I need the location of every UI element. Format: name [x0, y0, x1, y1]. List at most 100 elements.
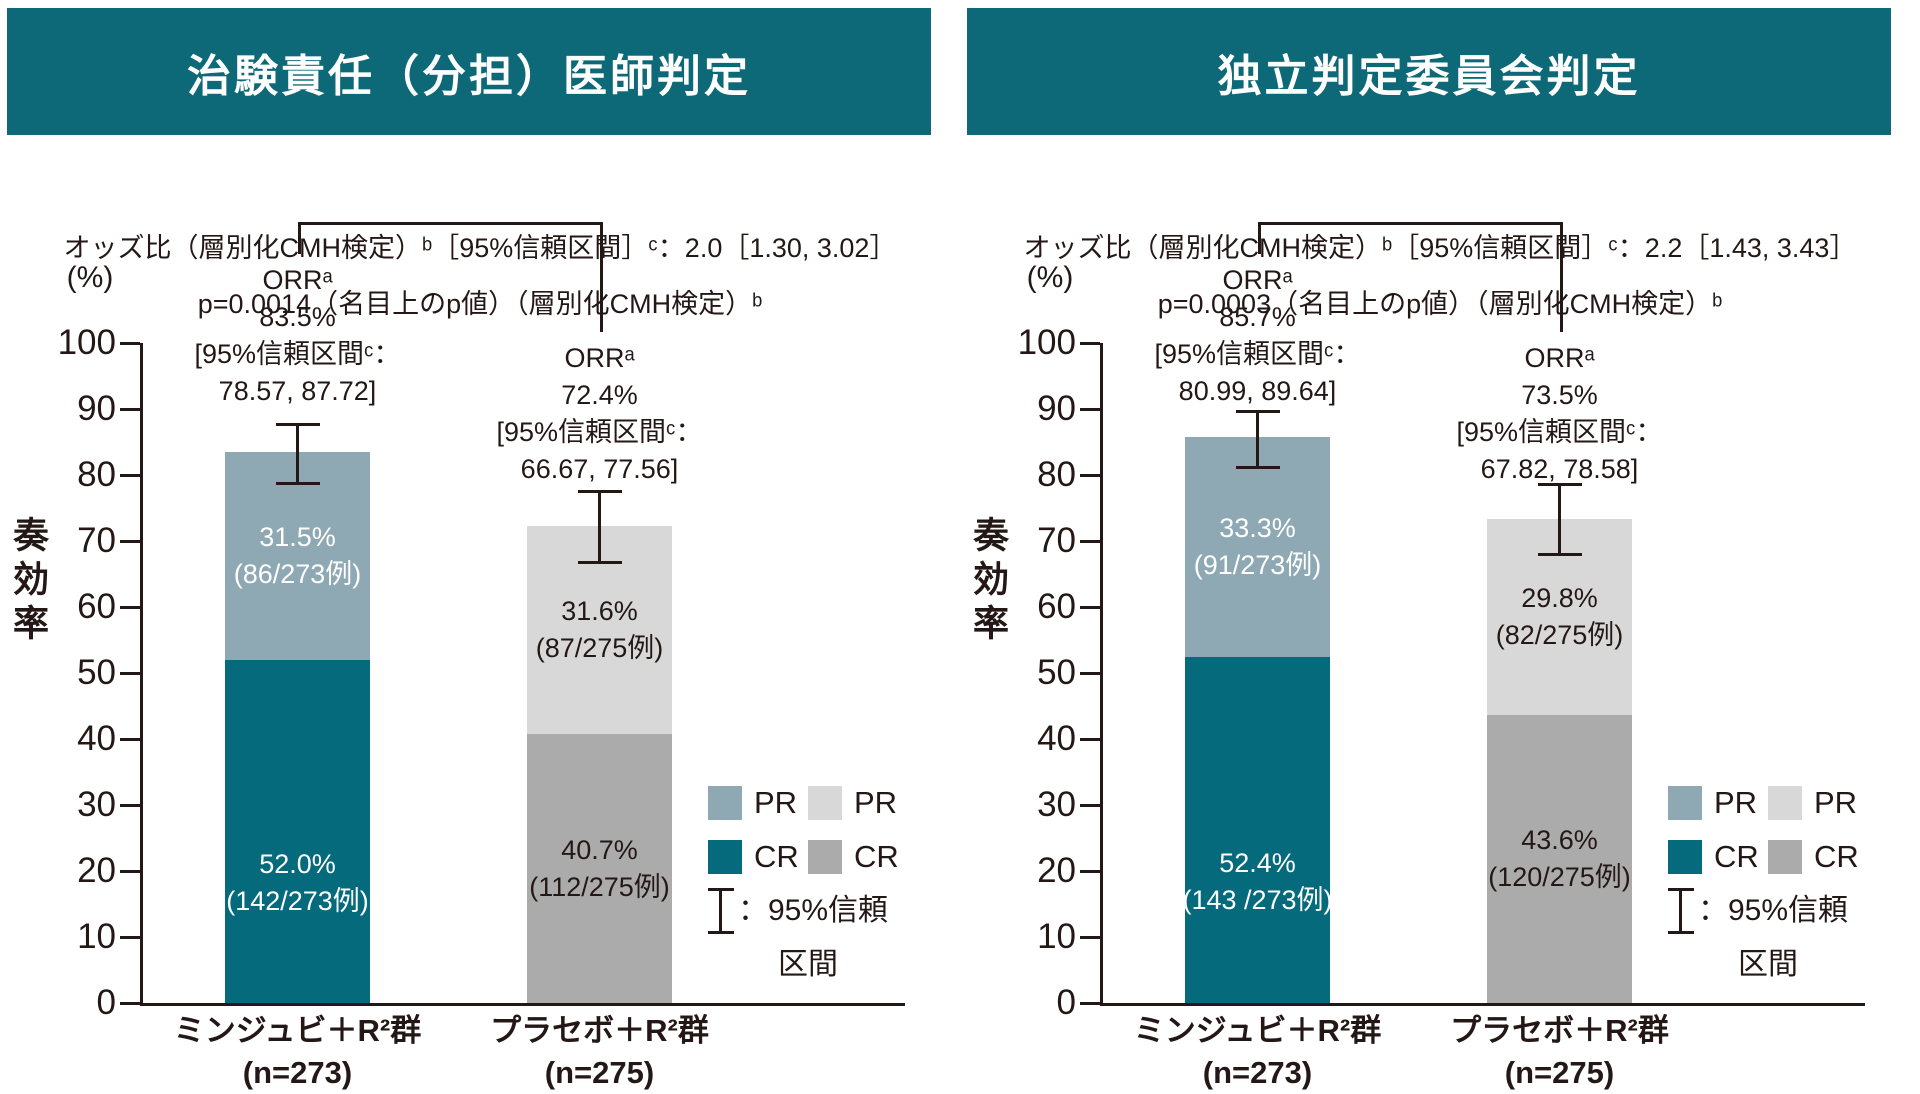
legend-swatch	[708, 840, 742, 874]
y-tick-label: 0	[1056, 983, 1076, 1022]
comparison-bracket-top	[1257, 222, 1563, 225]
segment-label-line: 52.0%	[259, 848, 336, 879]
y-tick-label: 30	[1037, 785, 1076, 824]
y-tick-label: 60	[77, 587, 116, 626]
y-tick	[120, 408, 140, 411]
y-tick	[120, 342, 140, 345]
ci-glyph-line	[719, 888, 722, 934]
y-tick-label: 70	[77, 521, 116, 560]
error-bar-cap-bottom	[1235, 466, 1280, 470]
y-tick-label: 0	[96, 983, 116, 1022]
y-tick-label: 30	[77, 785, 116, 824]
error-bar-line	[296, 424, 299, 485]
x-category-n: (n=273)	[1202, 1055, 1313, 1090]
y-tick	[1080, 342, 1100, 345]
stats-block: オッズ比（層別化CMH検定）ᵇ［95%信頼区間］ᶜ：2.0［1.30, 3.02…	[0, 220, 960, 332]
y-tick	[120, 606, 140, 609]
y-tick	[1080, 408, 1100, 411]
y-tick-label: 90	[1037, 389, 1076, 428]
x-baseline	[1100, 1003, 1865, 1006]
y-tick-label: 70	[1037, 521, 1076, 560]
y-tick-label: 100	[1017, 323, 1076, 362]
y-tick	[1080, 870, 1100, 873]
segment-label-line: 40.7%	[561, 834, 638, 865]
y-tick-label: 100	[57, 323, 116, 362]
legend-swatch	[808, 786, 842, 820]
orr-annotation-line: [95%信頼区間ᶜ：	[1456, 417, 1663, 447]
error-bar-cap-bottom	[1537, 553, 1582, 557]
segment-label-line: 31.5%	[259, 521, 336, 552]
orr-annotation: ORRᵃ 85.7% [95%信頼区間ᶜ： 80.99, 89.64]	[1083, 262, 1433, 410]
panel-title: 独立判定委員会判定	[1217, 51, 1641, 101]
orr-annotation: ORRᵃ 73.5% [95%信頼区間ᶜ： 67.82, 78.58]	[1385, 340, 1735, 488]
panel-title: 治験責任（分担）医師判定	[187, 51, 751, 101]
p-value-line: p=0.0014（名目上のp値）（層別化CMH検定）ᵇ	[197, 289, 763, 319]
y-tick-label: 80	[1037, 455, 1076, 494]
segment-label-line: (87/275例)	[535, 633, 664, 664]
ci-legend-glyph	[1668, 888, 1694, 934]
y-tick	[120, 672, 140, 675]
error-bar-line	[598, 491, 601, 563]
y-tick	[1080, 738, 1100, 741]
legend-label: CR	[754, 839, 799, 874]
orr-annotation-line: [95%信頼区間ᶜ：	[194, 339, 401, 369]
segment-label-line: (143 /273例)	[1182, 884, 1333, 915]
ci-glyph-cap-bottom	[1668, 931, 1694, 934]
x-category-n: (n=275)	[544, 1055, 655, 1090]
orr-annotation-line: ORRᵃ	[564, 343, 635, 373]
legend-swatch	[1668, 786, 1702, 820]
error-bar-cap-bottom	[275, 482, 320, 486]
error-bar-line	[1256, 411, 1259, 469]
panel-title-bar: 治験責任（分担）医師判定	[7, 8, 931, 135]
segment-label: 31.5% (86/273例)	[183, 519, 413, 593]
y-tick	[120, 870, 140, 873]
orr-annotation-line: ORRᵃ	[1524, 343, 1595, 373]
orr-annotation-line: 73.5%	[1521, 380, 1598, 410]
x-category-name: プラセボ＋R²群	[490, 1013, 709, 1048]
segment-label-line: (82/275例)	[1495, 619, 1624, 650]
segment-label-line: (91/273例)	[1193, 550, 1322, 581]
y-tick-label: 40	[1037, 719, 1076, 758]
legend-label: CR	[1814, 839, 1859, 874]
legend-swatch	[808, 840, 842, 874]
odds-ratio-line: オッズ比（層別化CMH検定）ᵇ［95%信頼区間］ᶜ：2.0［1.30, 3.02…	[63, 233, 897, 263]
legend-label: CR	[854, 839, 899, 874]
y-tick-label: 80	[77, 455, 116, 494]
error-bar-cap-top	[1235, 410, 1280, 414]
segment-label-line: (142/273例)	[226, 885, 369, 916]
segment-label: 40.7% (112/275例)	[485, 832, 715, 906]
comparison-bracket-left-leg	[1257, 222, 1261, 254]
ci-glyph-cap-bottom	[708, 931, 734, 934]
x-category-label: ミンジュビ＋R²群 (n=273)	[1088, 1010, 1428, 1094]
y-tick	[120, 474, 140, 477]
legend-swatch	[708, 786, 742, 820]
error-bar-cap-bottom	[577, 560, 622, 564]
x-category-n: (n=273)	[242, 1055, 353, 1090]
y-axis-unit-label: (%)	[1026, 261, 1074, 294]
legend-swatch	[1668, 840, 1702, 874]
y-axis-title: 奏効率	[8, 516, 49, 648]
orr-annotation-line: 78.57, 87.72]	[218, 376, 377, 406]
y-tick	[1080, 1002, 1100, 1005]
x-category-name: ミンジュビ＋R²群	[173, 1013, 422, 1048]
bar-segment-pr	[225, 451, 370, 660]
segment-label: 33.3% (91/273例)	[1143, 510, 1373, 584]
comparison-bracket-top	[297, 222, 603, 225]
ci-glyph-cap-top	[1668, 888, 1694, 891]
y-tick-label: 10	[1037, 917, 1076, 956]
segment-label: 29.8% (82/275例)	[1445, 580, 1675, 654]
y-tick-label: 50	[1037, 653, 1076, 692]
legend-label: PR	[754, 785, 798, 820]
orr-annotation: ORRᵃ 72.4% [95%信頼区間ᶜ： 66.67, 77.56]	[425, 340, 775, 488]
bar-segment-pr	[1185, 437, 1330, 658]
y-tick	[1080, 804, 1100, 807]
segment-label-line: 29.8%	[1521, 582, 1598, 613]
ci-glyph-line	[1679, 888, 1682, 934]
orr-annotation-line: 66.67, 77.56]	[520, 454, 679, 484]
x-category-label: プラセボ＋R²群 (n=275)	[430, 1010, 770, 1094]
segment-label-line: (112/275例)	[529, 871, 670, 902]
y-axis-title: 奏効率	[968, 516, 1009, 648]
ci-legend-text-line2: 区間	[778, 948, 838, 981]
x-category-name: プラセボ＋R²群	[1450, 1013, 1669, 1048]
